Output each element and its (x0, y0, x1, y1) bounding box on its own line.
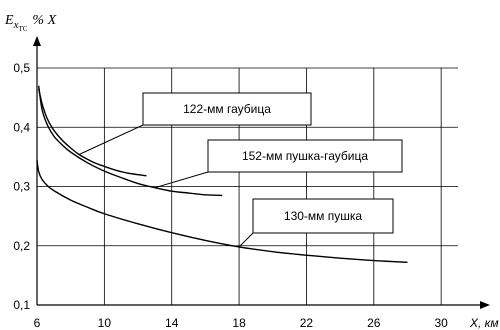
annotation-label-2: 152-мм пушка-гаубица (242, 149, 368, 163)
y-axis-label-subscript: x (13, 19, 19, 31)
x-tick-label: 6 (34, 316, 41, 330)
axes (33, 36, 490, 309)
y-axis-label-suffix: % X (32, 13, 56, 28)
x-tick-label: 10 (98, 316, 112, 330)
annotation-label-1: 122-мм гаубица (183, 102, 271, 116)
annotation-box-3 (252, 198, 394, 234)
annotation-box-1 (142, 92, 312, 126)
tick-labels: 6 10 14 18 22 26 30 0,1 0,2 0,3 0,4 0,5 (13, 61, 448, 330)
annotation-label-3: 130-мм пушка (284, 209, 362, 223)
y-tick-label: 0,2 (13, 239, 30, 253)
x-axis-label: X, км (469, 316, 499, 330)
series-layer (36, 85, 408, 264)
y-tick-label: 0,1 (13, 298, 30, 312)
annotations: 122-мм гаубица 152-мм пушка-гаубица 130-мм… (78, 92, 403, 248)
series-line-3 (36, 159, 408, 264)
x-tick-label: 18 (232, 316, 246, 330)
x-tick-label: 30 (434, 316, 448, 330)
y-tick-label: 0,5 (13, 61, 30, 75)
y-axis-arrow (33, 36, 41, 46)
y-axis-label-main: E (4, 13, 14, 28)
y-axis-label: ExTC % X (4, 13, 57, 33)
x-axis-arrow (480, 301, 490, 309)
annotation-leader-2 (154, 171, 209, 189)
x-tick-label: 14 (165, 316, 179, 330)
series-line-1 (37, 88, 147, 177)
y-tick-label: 0,4 (13, 120, 30, 134)
x-tick-label: 26 (367, 316, 381, 330)
annotation-leader-3 (238, 232, 254, 248)
x-tick-label: 22 (300, 316, 314, 330)
y-tick-label: 0,3 (13, 180, 30, 194)
series-line-2 (37, 85, 223, 197)
annotation-leader-1 (78, 124, 144, 155)
annotation-box-2 (207, 139, 403, 173)
y-axis-label-subsubscript: TC (18, 25, 27, 33)
